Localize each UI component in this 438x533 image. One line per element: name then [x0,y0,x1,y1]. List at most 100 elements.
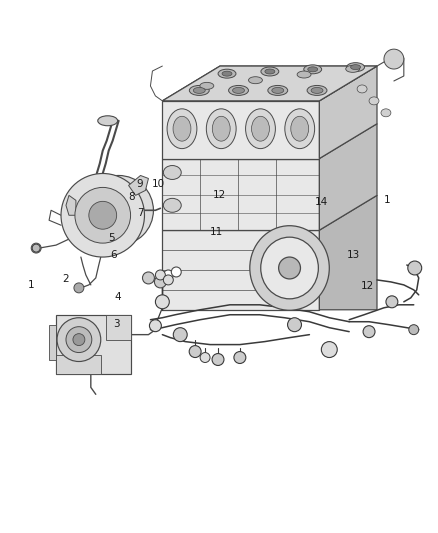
Text: 1: 1 [384,195,391,205]
Ellipse shape [268,85,288,95]
Ellipse shape [344,72,354,80]
Ellipse shape [212,116,230,141]
Text: 6: 6 [110,250,117,260]
Circle shape [212,353,224,366]
Ellipse shape [297,71,311,78]
Text: 5: 5 [108,233,115,244]
Polygon shape [162,158,319,230]
Circle shape [66,327,92,352]
Ellipse shape [369,97,379,105]
Text: 2: 2 [63,273,69,284]
Ellipse shape [229,85,248,95]
Ellipse shape [346,63,364,71]
Circle shape [142,272,155,284]
Ellipse shape [307,85,327,95]
Text: 12: 12 [212,190,226,200]
Ellipse shape [272,87,284,93]
Circle shape [155,270,165,280]
Ellipse shape [304,65,321,74]
Circle shape [89,201,117,229]
Ellipse shape [200,83,214,90]
Polygon shape [106,315,131,340]
Text: 12: 12 [360,281,374,291]
Circle shape [163,275,173,285]
Circle shape [74,283,84,293]
Ellipse shape [163,166,181,180]
Ellipse shape [167,109,197,149]
Circle shape [173,328,187,342]
Text: 14: 14 [314,197,328,207]
Circle shape [75,188,131,243]
Circle shape [32,244,40,252]
Circle shape [384,49,404,69]
Ellipse shape [291,116,309,141]
Circle shape [408,261,422,275]
Ellipse shape [346,66,360,72]
Ellipse shape [206,109,236,149]
Ellipse shape [350,64,360,70]
Polygon shape [66,196,76,215]
Polygon shape [56,315,131,375]
Circle shape [149,320,161,332]
Polygon shape [56,354,101,375]
Text: 8: 8 [129,191,135,201]
Ellipse shape [311,87,323,93]
Polygon shape [49,325,56,360]
Ellipse shape [261,237,318,299]
Circle shape [189,345,201,358]
Polygon shape [162,101,319,158]
Polygon shape [162,66,377,101]
Circle shape [409,325,419,335]
Ellipse shape [218,69,236,78]
Circle shape [84,175,153,245]
Circle shape [200,352,210,362]
Ellipse shape [285,109,314,149]
Polygon shape [162,66,377,101]
Circle shape [31,243,41,253]
Text: 13: 13 [346,250,360,260]
Circle shape [155,295,170,309]
Ellipse shape [261,67,279,76]
Ellipse shape [381,109,391,117]
Ellipse shape [163,198,181,212]
Ellipse shape [193,87,205,93]
Ellipse shape [308,67,318,72]
Text: 10: 10 [152,179,165,189]
Text: 1: 1 [28,280,34,290]
Circle shape [234,352,246,364]
Ellipse shape [222,71,232,76]
Ellipse shape [265,69,275,74]
Text: 3: 3 [113,319,120,329]
Text: 4: 4 [114,292,121,302]
Ellipse shape [246,109,276,149]
Ellipse shape [233,87,244,93]
Polygon shape [162,124,377,158]
Circle shape [73,334,85,345]
Polygon shape [129,175,148,196]
Text: 11: 11 [210,227,223,237]
Polygon shape [319,66,377,158]
Ellipse shape [251,116,269,141]
Circle shape [321,342,337,358]
Polygon shape [162,230,319,310]
Circle shape [386,296,398,308]
Ellipse shape [189,85,209,95]
Circle shape [163,270,173,280]
Circle shape [171,267,181,277]
Text: 7: 7 [138,208,144,219]
Ellipse shape [357,85,367,93]
Circle shape [61,173,145,257]
Circle shape [155,276,166,288]
Polygon shape [319,196,377,310]
Ellipse shape [248,77,262,84]
Ellipse shape [250,225,329,310]
Text: 9: 9 [137,179,143,189]
Ellipse shape [173,116,191,141]
Circle shape [288,318,301,332]
Circle shape [363,326,375,337]
Ellipse shape [98,116,118,126]
Circle shape [57,318,101,361]
Ellipse shape [279,257,300,279]
Polygon shape [319,124,377,230]
Polygon shape [162,196,377,230]
